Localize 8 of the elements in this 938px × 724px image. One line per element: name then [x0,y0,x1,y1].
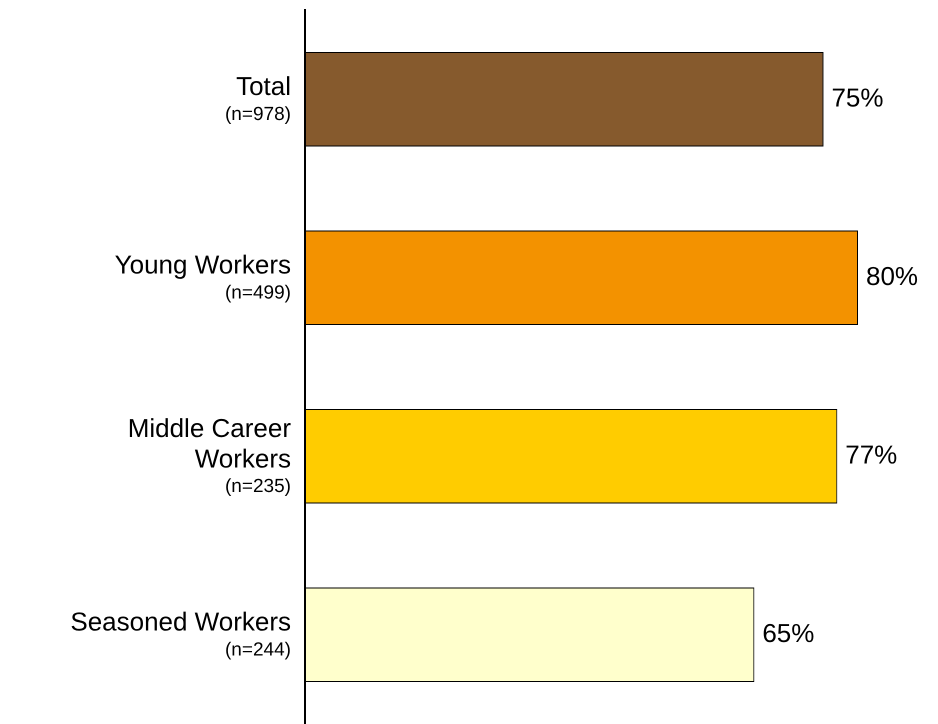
y-tick-label: Young Workers (n=499) [114,250,291,304]
data-label: 80% [866,260,918,291]
y-tick-label: Seasoned Workers (n=244) [70,606,291,660]
y-tick-label: Middle Career Workers (n=235) [128,412,292,498]
data-label: 77% [845,439,898,470]
y-tick-label: Total (n=978) [224,71,291,125]
data-label: 75% [831,82,884,112]
data-label: 65% [762,618,814,648]
